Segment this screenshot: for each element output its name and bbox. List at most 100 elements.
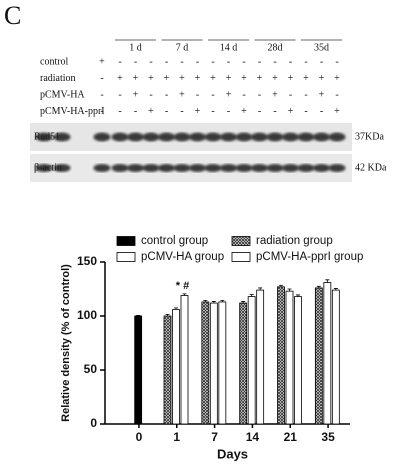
x-tick-label: 35 xyxy=(321,430,335,444)
legend-label: control group xyxy=(141,235,208,247)
error-bar xyxy=(258,287,263,291)
sign: - xyxy=(118,56,121,67)
band xyxy=(220,164,237,172)
error-bar xyxy=(182,293,187,296)
sign: - xyxy=(304,56,307,67)
error-bar xyxy=(203,299,208,302)
bar xyxy=(331,289,340,425)
bar xyxy=(172,309,180,425)
band xyxy=(35,164,53,172)
x-tick-label: 7 xyxy=(211,430,218,444)
error-bar xyxy=(174,307,178,310)
band xyxy=(282,132,299,142)
band xyxy=(142,132,160,142)
sign: - xyxy=(227,56,230,67)
sign: - xyxy=(134,56,137,67)
sign: + xyxy=(195,106,201,117)
band xyxy=(127,164,144,172)
panel-label: C xyxy=(4,1,21,30)
sign: + xyxy=(272,89,278,100)
sign: + xyxy=(288,106,294,117)
band xyxy=(158,132,175,142)
band xyxy=(251,164,268,172)
band xyxy=(282,164,299,172)
legend-swatch xyxy=(116,236,136,246)
row-label: pCMV-HA-pprI xyxy=(40,106,105,117)
sign: + xyxy=(148,73,154,84)
sign: - xyxy=(165,106,168,117)
error-bar xyxy=(316,285,321,288)
sign: - xyxy=(320,106,323,117)
sign: - xyxy=(320,56,323,67)
sign: + xyxy=(226,73,232,84)
sign: - xyxy=(211,89,214,100)
sign: + xyxy=(133,89,139,100)
band xyxy=(313,164,330,172)
band xyxy=(328,132,346,142)
sign: - xyxy=(180,56,183,67)
sign: - xyxy=(100,106,103,117)
band xyxy=(266,132,284,142)
band xyxy=(220,132,237,142)
x-tick-label: 0 xyxy=(136,430,143,444)
time-label: 35d xyxy=(314,42,329,53)
band xyxy=(111,132,129,142)
bar xyxy=(163,315,172,425)
band xyxy=(111,164,129,172)
legend-swatch xyxy=(116,252,136,262)
sign: + xyxy=(210,73,216,84)
sign: + xyxy=(241,73,247,84)
y-tick-label: 100 xyxy=(77,308,97,322)
sign: - xyxy=(196,89,199,100)
band xyxy=(251,132,268,142)
band xyxy=(35,132,53,142)
bar xyxy=(209,302,218,425)
error-bar xyxy=(136,315,141,316)
band xyxy=(158,164,175,172)
size-label: 42 KDa xyxy=(355,162,387,173)
x-tick-label: 14 xyxy=(246,430,260,444)
sign: + xyxy=(99,56,105,67)
time-label: 1 d xyxy=(129,42,142,53)
error-bar xyxy=(333,288,338,291)
bar xyxy=(277,286,285,425)
size-label: 37KDa xyxy=(355,131,384,142)
sign: - xyxy=(227,106,230,117)
sign: - xyxy=(180,106,183,117)
y-axis-label: Relative density (% of control) xyxy=(60,264,72,422)
sign: + xyxy=(288,73,294,84)
time-label: 14 d xyxy=(220,42,238,53)
sign: - xyxy=(211,106,214,117)
time-label: 7 d xyxy=(176,42,189,53)
sign: - xyxy=(258,56,261,67)
sign: - xyxy=(149,89,152,100)
sign: - xyxy=(196,56,199,67)
sign: - xyxy=(165,56,168,67)
sign: - xyxy=(149,56,152,67)
error-bar xyxy=(220,299,225,302)
bar xyxy=(134,315,143,425)
sign: + xyxy=(148,106,154,117)
error-bar xyxy=(325,279,330,283)
band xyxy=(142,164,160,172)
bar xyxy=(201,301,210,425)
band xyxy=(93,132,111,142)
sign: + xyxy=(334,106,340,117)
sign: - xyxy=(258,106,261,117)
error-bar xyxy=(249,294,254,297)
time-label: 28d xyxy=(268,42,283,53)
sign: + xyxy=(319,73,325,84)
sign: - xyxy=(335,56,338,67)
sign: - xyxy=(304,106,307,117)
sign: - xyxy=(100,89,103,100)
bar xyxy=(314,287,323,425)
band xyxy=(53,164,71,172)
band xyxy=(297,164,315,172)
sign: + xyxy=(272,73,278,84)
sign: + xyxy=(334,73,340,84)
band xyxy=(266,164,284,172)
sign: + xyxy=(303,73,309,84)
y-tick-label: 50 xyxy=(84,362,98,376)
error-bar xyxy=(165,313,170,316)
band xyxy=(204,164,222,172)
